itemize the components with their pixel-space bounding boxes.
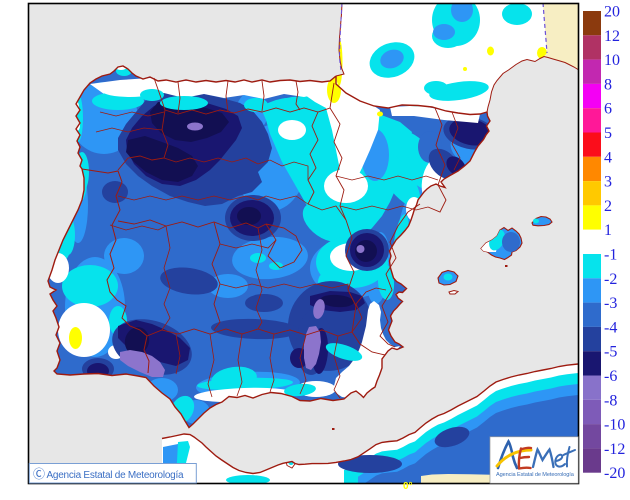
svg-text:2: 2 (604, 198, 612, 215)
svg-text:12: 12 (604, 28, 620, 45)
svg-text:1: 1 (604, 222, 612, 239)
svg-text:0°: 0° (403, 481, 413, 492)
svg-text:20: 20 (604, 4, 620, 21)
svg-text:Agencia Estatal de Meteorologí: Agencia Estatal de Meteorología (496, 472, 575, 478)
svg-text:10: 10 (604, 52, 620, 69)
svg-text:-4: -4 (604, 319, 617, 336)
svg-text:6: 6 (604, 101, 612, 118)
svg-text:5: 5 (604, 125, 612, 142)
svg-text:-1: -1 (604, 247, 617, 264)
svg-text:-3: -3 (604, 295, 617, 312)
svg-text:-2: -2 (604, 271, 617, 288)
svg-text:Agencia Estatal de Meteorologí: Agencia Estatal de Meteorología (47, 470, 184, 481)
svg-text:8: 8 (604, 76, 612, 93)
svg-text:-8: -8 (604, 392, 617, 409)
svg-text:-6: -6 (604, 368, 617, 385)
svg-text:Ⓒ: Ⓒ (33, 467, 45, 481)
svg-text:-10: -10 (604, 417, 625, 434)
svg-text:4: 4 (604, 149, 612, 166)
svg-text:3: 3 (604, 174, 612, 191)
svg-text:-20: -20 (604, 465, 625, 482)
svg-text:-12: -12 (604, 441, 625, 458)
svg-text:-5: -5 (604, 344, 617, 361)
